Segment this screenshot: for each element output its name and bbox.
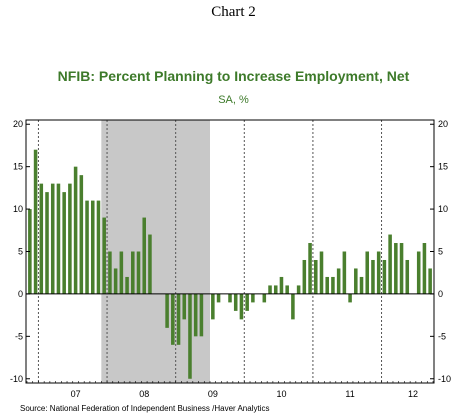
bar [348, 293, 352, 303]
bar [165, 293, 169, 328]
bar [325, 276, 329, 294]
bar [102, 217, 106, 294]
bar [33, 149, 38, 294]
y-tick-label-left: 0 [18, 289, 23, 299]
bar [399, 243, 404, 294]
bar [96, 200, 101, 294]
bar [245, 293, 249, 311]
y-tick-label-right: 10 [438, 204, 448, 214]
bar [365, 251, 370, 294]
y-tick-label-right: -10 [438, 374, 451, 384]
bar [302, 259, 307, 294]
bar [50, 183, 55, 294]
bar [131, 251, 135, 294]
bar [388, 234, 392, 294]
bar [359, 276, 364, 294]
bar [394, 243, 398, 294]
y-tick-label-left: 5 [18, 247, 23, 257]
bar [45, 192, 49, 294]
bar [354, 268, 358, 294]
bar [125, 276, 129, 294]
x-tick-label: 09 [208, 389, 218, 399]
y-tick-label-left: 20 [13, 119, 23, 129]
bar [233, 293, 238, 311]
y-tick-label-right: 20 [438, 119, 448, 129]
source-note: Source: National Federation of Independe… [20, 404, 270, 413]
bar [193, 293, 198, 337]
bar [188, 293, 192, 379]
bar [90, 200, 95, 294]
bar [119, 251, 124, 294]
bar [308, 243, 312, 294]
bar [85, 200, 89, 294]
bar [251, 293, 255, 303]
bar [228, 293, 232, 303]
x-tick-label: 07 [71, 389, 81, 399]
bar [176, 293, 181, 345]
bar [39, 183, 44, 294]
bar [216, 293, 221, 303]
bar [108, 251, 112, 294]
bar [319, 251, 324, 294]
recession-shading [101, 120, 210, 383]
y-tick-label-left: -10 [10, 374, 23, 384]
bar [376, 251, 381, 294]
bar [342, 251, 347, 294]
y-tick-label-right: -5 [438, 331, 446, 341]
bar [268, 285, 272, 294]
bar [148, 234, 152, 294]
bar [279, 276, 284, 294]
chart-title: NFIB: Percent Planning to Increase Emplo… [57, 68, 410, 84]
bar [73, 166, 78, 294]
x-tick-label: 10 [276, 389, 286, 399]
bar [142, 217, 146, 294]
y-tick-label-right: 15 [438, 162, 448, 172]
bar [331, 276, 335, 294]
bar [199, 293, 204, 337]
y-tick-label-right: 5 [438, 247, 443, 257]
bar [239, 293, 244, 320]
bar [336, 268, 341, 294]
bar [405, 259, 410, 294]
bar [416, 251, 421, 294]
x-tick-label: 08 [139, 389, 149, 399]
bar [428, 268, 432, 294]
y-tick-label-left: 15 [13, 162, 23, 172]
x-tick-label: 12 [408, 389, 418, 399]
bar [211, 293, 215, 320]
bar [273, 285, 278, 294]
x-tick-label: 11 [345, 389, 354, 399]
bar [422, 243, 427, 294]
bar [68, 183, 72, 294]
bar [79, 175, 84, 294]
bar [285, 285, 289, 294]
bar [371, 259, 375, 294]
page-title: Chart 2 [211, 4, 256, 20]
bar [171, 293, 175, 345]
bar [382, 259, 387, 294]
bar [113, 268, 118, 294]
bar [314, 259, 318, 294]
bar [62, 192, 66, 294]
bar [262, 293, 267, 303]
bar [56, 183, 61, 294]
y-tick-label-left: -5 [15, 331, 23, 341]
bar [291, 293, 295, 320]
bar [182, 293, 187, 320]
chart-subtitle: SA, % [218, 94, 249, 106]
y-tick-label-right: 0 [438, 289, 443, 299]
y-tick-label-left: 10 [13, 204, 23, 214]
bar [296, 285, 301, 294]
bar [136, 251, 141, 294]
